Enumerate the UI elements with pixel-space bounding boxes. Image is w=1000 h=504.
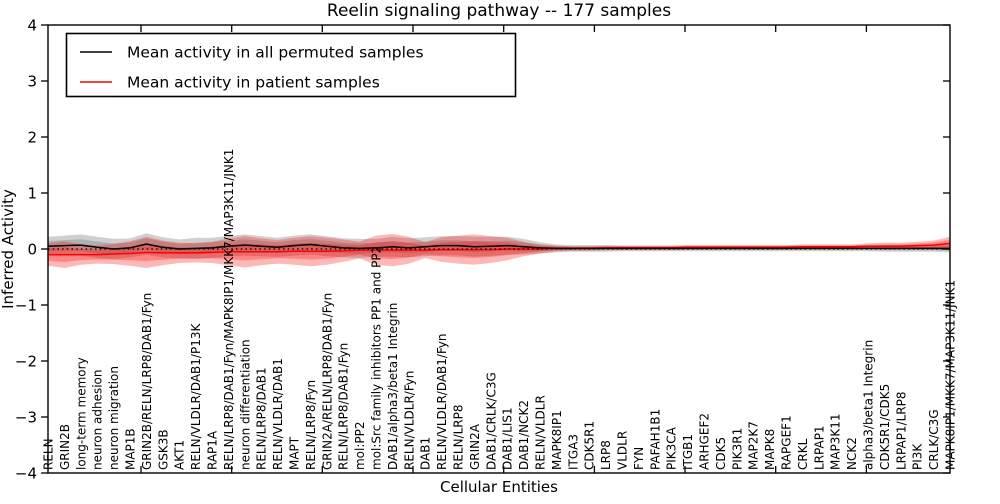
series-line-patient <box>48 242 951 256</box>
x-tick-label: mol:Src family inhibitors PP1 and PP2 <box>370 246 384 470</box>
x-tick-label: MAP2K7 <box>747 421 761 470</box>
legend-label-patient: Mean activity in patient samples <box>127 74 380 92</box>
x-tick-label: RAP1A <box>206 430 220 470</box>
x-tick-label: PAFAH1B1 <box>648 409 662 470</box>
x-tick-label: neuron adhesion <box>91 369 105 470</box>
y-tick-label: −2 <box>15 353 37 371</box>
y-tick-label: 3 <box>27 73 37 91</box>
x-tick-label: RELN/LRP8/Fyn <box>304 380 318 470</box>
y-tick-label: 0 <box>27 241 37 259</box>
x-tick-label: CDK5R1/CDK5 <box>878 384 892 470</box>
y-tick-label: −3 <box>15 409 37 427</box>
x-tick-label: RAPGEF1 <box>780 415 794 470</box>
x-tick-label: PIK3CA <box>665 426 679 470</box>
x-tick-label: VLDLR <box>616 431 630 470</box>
x-tick-label: RELN/LRP8/DAB1 <box>255 367 269 470</box>
x-category-labels: RELN GRIN2B long-term memory neuron adhesio… <box>42 149 958 470</box>
x-tick-label: ITGA3 <box>566 434 580 470</box>
x-tick-label: DAB1/alpha3/beta1 Integrin <box>386 303 400 470</box>
x-tick-label: GSK3B <box>156 429 170 470</box>
y-tick-labels: −4 −3 −2 −1 0 1 2 3 4 <box>15 17 37 483</box>
x-tick-label: ARHGEF2 <box>698 413 712 470</box>
legend-label-permuted: Mean activity in all permuted samples <box>127 44 424 62</box>
x-tick-label: LRP8 <box>599 440 613 470</box>
x-tick-label: CRLK/C3G <box>927 409 941 470</box>
x-tick-label: RELN/LRP8/DAB1/Fyn/MAPK8IP1/MKK7/MAP3K11… <box>222 149 236 470</box>
legend-frame <box>65 32 517 98</box>
x-tick-label: RELN/LRP8 <box>452 404 466 470</box>
x-tick-label: mol:PP2 <box>353 421 367 470</box>
x-tick-label: GRIN2B/RELN/LRP8/DAB1/Fyn <box>140 293 154 470</box>
x-tick-label: FYN <box>632 447 646 470</box>
y-tick-label: −4 <box>15 465 37 483</box>
x-tick-label: CDK5R1 <box>583 421 597 470</box>
x-tick-label: DAB1/NCK2 <box>517 400 531 470</box>
series-lines <box>47 242 951 256</box>
x-tick-label: RELN <box>42 438 56 470</box>
x-tick-label: RELN/VLDLR/DAB1/Fyn <box>435 334 449 470</box>
series-line-permuted <box>47 243 950 250</box>
x-tick-label: AKT1 <box>173 440 187 470</box>
x-tick-label: alpha3/beta1 Integrin <box>862 340 876 470</box>
patient-std-band-inner <box>48 239 950 262</box>
x-tick-label: RELN/VLDLR <box>534 395 548 470</box>
x-tick-label: MAP1B <box>124 428 138 470</box>
x-tick-label: MAPK8IP1 <box>550 410 564 470</box>
y-tick-label: 2 <box>27 129 37 147</box>
x-tick-label: long-term memory <box>74 357 88 470</box>
x-axis-label: Cellular Entities <box>440 478 558 496</box>
x-tick-label: CDK5 <box>714 437 728 470</box>
x-tick-label: DAB1 <box>419 437 433 470</box>
y-tick-label: 4 <box>27 17 37 35</box>
x-tick-label: MAPT <box>288 436 302 470</box>
x-tick-label: DAB1/LIS1 <box>501 407 515 470</box>
x-tick-label: GRIN2A <box>468 423 482 470</box>
x-tick-label: RELN/VLDLR/DAB1/P13K <box>189 323 203 470</box>
x-tick-label: LRPAP1 <box>812 425 826 470</box>
x-tick-label: GRIN2A/RELN/LRP8/DAB1/Fyn <box>320 293 334 470</box>
x-tick-label: MAPK8IP1/MKK7/MAP3K11/JNK1 <box>944 280 958 470</box>
x-tick-label: RELN/LRP8/DAB1/Fyn <box>337 343 351 470</box>
legend-box: Mean activity in all permuted samples Me… <box>65 32 517 98</box>
patient-std-band <box>48 233 950 268</box>
y-axis-ticks <box>41 24 950 474</box>
x-tick-label: PI3K <box>911 443 925 470</box>
x-tick-label: CRKL <box>796 438 810 470</box>
x-tick-label: PIK3R1 <box>730 428 744 470</box>
y-tick-label: 1 <box>27 185 37 203</box>
x-tick-label: NCK2 <box>845 437 859 470</box>
x-tick-label: MAPK8 <box>763 429 777 470</box>
x-axis-ticks <box>140 25 868 473</box>
x-tick-label: DAB1/CRLK/C3G <box>484 372 498 470</box>
x-tick-label: MAP3K11 <box>829 413 843 470</box>
x-tick-label: ITGB1 <box>681 434 695 470</box>
x-tick-label: neuron migration <box>107 366 121 470</box>
x-tick-label: LRPAP1/LRP8 <box>894 391 908 470</box>
y-axis-label: Inferred Activity <box>0 189 17 309</box>
y-tick-label: −1 <box>15 297 37 315</box>
chart-title: Reelin signaling pathway -- 177 samples <box>327 1 671 21</box>
x-tick-label: RELN/VLDLR/DAB1 <box>271 358 285 470</box>
x-tick-label: GRIN2B <box>58 424 72 470</box>
x-tick-label: RELN/VLDLR/Fyn <box>402 371 416 470</box>
x-tick-label: neuron differentiation <box>238 339 252 470</box>
